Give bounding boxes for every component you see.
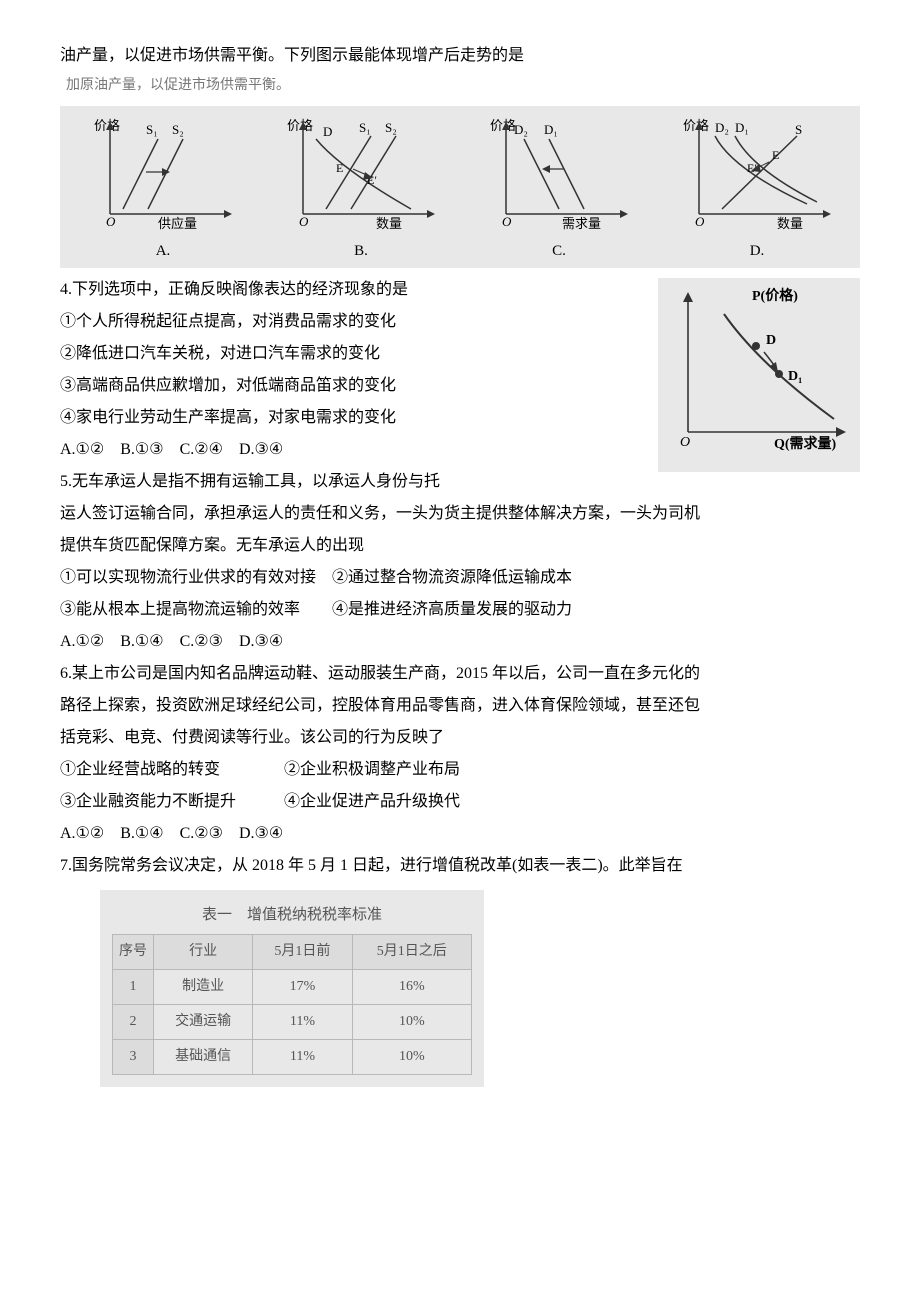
cell: 10%: [352, 1040, 471, 1075]
q6-line-3: 括竞彩、电竞、付费阅读等行业。该公司的行为反映了: [60, 722, 860, 754]
table-row: 2 交通运输 11% 10%: [113, 1005, 472, 1040]
svg-text:需求量: 需求量: [562, 216, 601, 231]
svg-text:S₁: S₁: [146, 122, 158, 137]
chart-D-letter: D.: [658, 236, 856, 266]
cell: 17%: [253, 970, 352, 1005]
cell: 交通运输: [154, 1005, 253, 1040]
th-0: 序号: [113, 935, 154, 970]
svg-text:S: S: [795, 122, 802, 137]
svg-text:数量: 数量: [777, 216, 803, 231]
svg-text:O: O: [695, 214, 705, 229]
svg-text:D₁: D₁: [788, 369, 802, 384]
svg-text:D: D: [766, 333, 776, 348]
svg-text:O: O: [680, 435, 690, 450]
q5-items-2: ③能从根本上提高物流运输的效率 ④是推进经济高质量发展的驱动力: [60, 594, 860, 626]
svg-text:O: O: [502, 214, 512, 229]
chart-B: 价格 O 数量 D S₁ S₂ E E′ B.: [262, 114, 460, 266]
svg-text:价格: 价格: [490, 118, 516, 133]
chart-A: 价格 O 供应量 S₁ S₂ A.: [64, 114, 262, 266]
chart-A-letter: A.: [64, 236, 262, 266]
cell: 11%: [253, 1005, 352, 1040]
svg-text:数量: 数量: [376, 216, 402, 231]
q5-items-1: ①可以实现物流行业供求的有效对接 ②通过整合物流资源降低运输成本: [60, 562, 860, 594]
svg-text:E: E: [336, 161, 343, 175]
svg-text:价格: 价格: [287, 118, 313, 133]
q4-graph: O P(价格) Q(需求量) D D₁: [658, 278, 860, 472]
q5-line-3: 提供车货匹配保障方案。无车承运人的出现: [60, 530, 860, 562]
svg-text:供应量: 供应量: [158, 216, 197, 231]
chart-C: 价格 O 需求量 D₂ D₁ C.: [460, 114, 658, 266]
cell: 16%: [352, 970, 471, 1005]
chart-C-letter: C.: [460, 236, 658, 266]
th-2: 5月1日前: [253, 935, 352, 970]
table-row: 3 基础通信 11% 10%: [113, 1040, 472, 1075]
svg-text:S₂: S₂: [385, 120, 397, 135]
q7-stem: 7.国务院常务会议决定，从 2018 年 5 月 1 日起，进行增值税改革(如表…: [60, 850, 860, 882]
svg-text:E: E: [772, 148, 779, 162]
q7-table-title: 表一 增值税纳税税率标准: [112, 900, 472, 930]
th-1: 行业: [154, 935, 253, 970]
cell: 2: [113, 1005, 154, 1040]
scan-fragment: 加原油产量，以促进市场供需平衡。: [66, 72, 860, 100]
ylabel: 价格: [94, 118, 120, 133]
q6-line-2: 路径上探索，投资欧洲足球经纪公司，控股体育用品零售商，进入体育保险领域，甚至还包: [60, 690, 860, 722]
svg-text:O: O: [106, 214, 116, 229]
cell: 10%: [352, 1005, 471, 1040]
q4-block: 4.下列选项中，正确反映阁像表达的经济现象的是 ①个人所得税起征点提高，对消费品…: [60, 274, 860, 466]
svg-text:S₁: S₁: [359, 120, 371, 135]
table-header-row: 序号 行业 5月1日前 5月1日之后: [113, 935, 472, 970]
q6-items-1: ①企业经营战略的转变 ②企业积极调整产业布局: [60, 754, 860, 786]
cell: 3: [113, 1040, 154, 1075]
q7-table-wrap: 表一 增值税纳税税率标准 序号 行业 5月1日前 5月1日之后 1 制造业 17…: [100, 890, 484, 1087]
svg-text:D₁: D₁: [544, 122, 558, 137]
svg-text:Q(需求量): Q(需求量): [774, 435, 837, 452]
svg-text:D₂: D₂: [514, 122, 528, 137]
chart-D: 价格 O 数量 D₂ D₁ S E E′ D.: [658, 114, 856, 266]
svg-text:P(价格): P(价格): [752, 287, 798, 304]
cell: 1: [113, 970, 154, 1005]
svg-text:D: D: [323, 124, 332, 139]
q6-options: A.①② B.①④ C.②③ D.③④: [60, 818, 860, 850]
q3-chart-row: 价格 O 供应量 S₁ S₂ A. 价格 O 数量: [60, 106, 860, 268]
q5-options: A.①② B.①④ C.②③ D.③④: [60, 626, 860, 658]
cell: 制造业: [154, 970, 253, 1005]
svg-text:S₂: S₂: [172, 122, 184, 137]
svg-text:D₁: D₁: [735, 120, 749, 135]
cell: 11%: [253, 1040, 352, 1075]
q7-table: 序号 行业 5月1日前 5月1日之后 1 制造业 17% 16% 2 交通运输 …: [112, 934, 472, 1075]
cell: 基础通信: [154, 1040, 253, 1075]
th-3: 5月1日之后: [352, 935, 471, 970]
table-row: 1 制造业 17% 16%: [113, 970, 472, 1005]
svg-text:价格: 价格: [683, 118, 709, 133]
q6-items-2: ③企业融资能力不断提升 ④企业促进产品升级换代: [60, 786, 860, 818]
svg-text:O: O: [299, 214, 309, 229]
q5-line-2: 运人签订运输合同，承担承运人的责任和义务，一头为货主提供整体解决方案，一头为司机: [60, 498, 860, 530]
q6-line-1: 6.某上市公司是国内知名品牌运动鞋、运动服装生产商，2015 年以后，公司一直在…: [60, 658, 860, 690]
chart-B-letter: B.: [262, 236, 460, 266]
svg-text:D₂: D₂: [715, 120, 729, 135]
q3-tail-text: 油产量，以促进市场供需平衡。下列图示最能体现增产后走势的是: [60, 40, 860, 72]
